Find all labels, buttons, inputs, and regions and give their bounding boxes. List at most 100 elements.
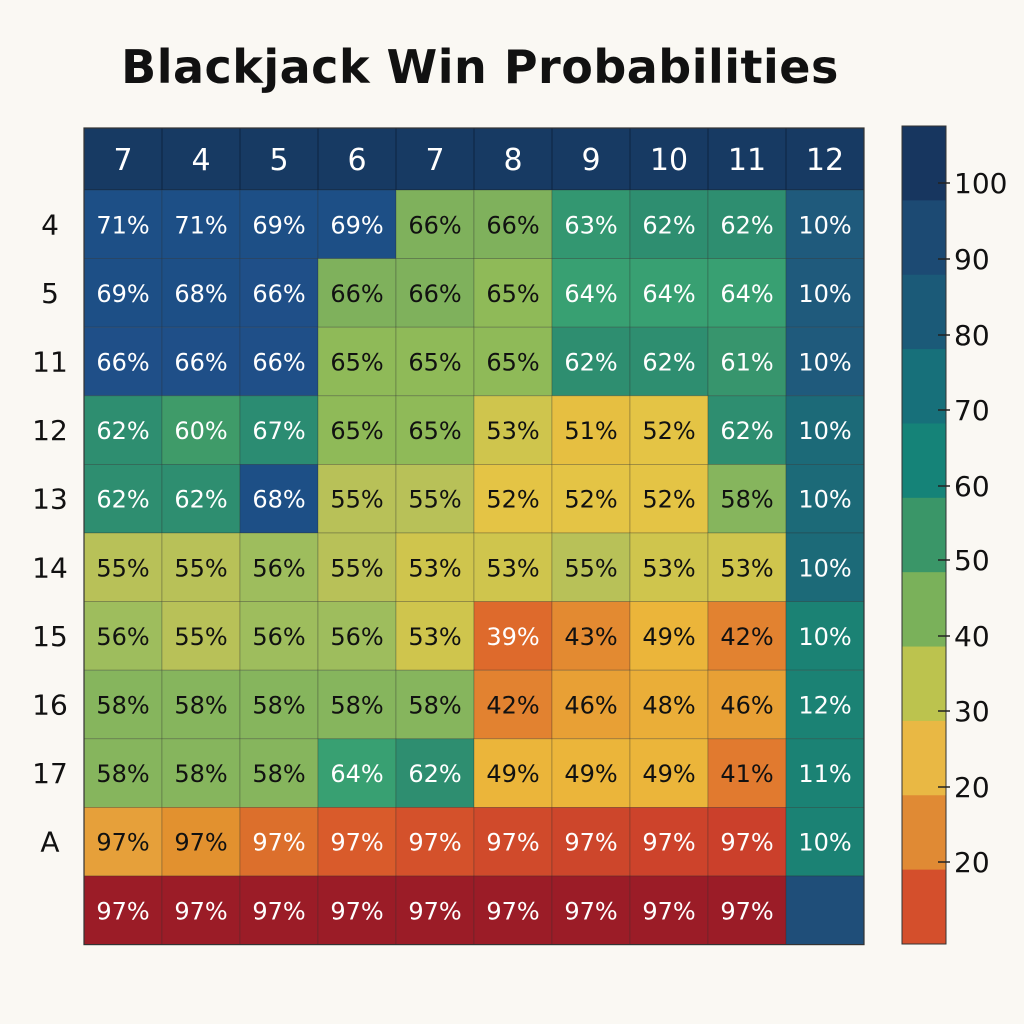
colorbar-tick-label: 90 [954,243,990,276]
cell-value-label: 58% [252,760,305,788]
heatmap-cell [239,395,319,465]
cell-value-label: 42% [720,623,773,651]
cell-value-label: 56% [252,623,305,651]
cell-value-label: 48% [642,692,695,720]
heatmap-cell [161,326,241,397]
cell-value-label: 97% [96,897,149,925]
heatmap-cell [473,601,553,671]
heatmap-cell [161,738,241,808]
row-label: 17 [32,757,68,790]
cell-value-label: 97% [486,897,539,925]
colorbar-tick-label: 50 [954,544,990,577]
cell-value-label: 64% [720,280,773,308]
column-header-layer: 7 4 5 6 7 8 9 10 11 12 [83,127,865,191]
heatmap-cell [785,601,865,671]
heatmap-cell [395,395,475,465]
cell-value-label: 62% [96,417,149,445]
column-header-cell [395,127,475,191]
cell-value-label: 69% [96,280,149,308]
cell-value-label: 52% [564,486,617,514]
cell-value-label: 53% [486,554,539,582]
cell-value-label: 41% [720,760,773,788]
heatmap-cell [785,395,865,465]
cell-value-label: 49% [642,760,695,788]
heatmap-cell [83,326,163,397]
cell-value-label: 68% [252,486,305,514]
colorbar-tick-label: 60 [954,470,990,503]
cell-value-label: 49% [564,760,617,788]
heatmap-cell [317,738,397,808]
cell-value-label: 97% [408,897,461,925]
heatmap-cell [473,738,553,808]
heatmap-cell [473,326,553,397]
heatmap-cell [239,189,319,259]
column-header-label: 12 [806,143,844,178]
cell-value-label: 10% [798,829,851,857]
cell-value-label: 62% [642,349,695,377]
heatmap-cell [317,669,397,740]
colorbar-band [902,274,946,350]
heatmap-cell [551,395,631,465]
column-header-label: 8 [503,143,522,178]
cell-value-label: 97% [720,897,773,925]
heatmap-cell [317,463,397,534]
heatmap-cell [161,395,241,465]
cell-value-label: 11% [798,760,851,788]
heatmap-cell [551,258,631,328]
colorbar-band [902,869,946,945]
heatmap-cell [629,669,709,740]
cell-value-label: 53% [408,554,461,582]
heatmap-cell [785,258,865,328]
heatmap-cell [707,601,787,671]
row-label: 12 [32,414,68,447]
heatmap-cell [239,875,319,945]
heatmap-cell [629,532,709,602]
heatmap-cell [629,189,709,259]
cell-value-label: 58% [252,692,305,720]
column-header-label: 9 [581,143,600,178]
cell-value-label: 97% [330,829,383,857]
colorbar-tick-label: 20 [954,771,990,804]
cell-value-label: 46% [720,692,773,720]
cell-value-label: 58% [174,760,227,788]
heatmap-cell [473,532,553,602]
colorbar-band [902,795,946,871]
heatmap-cell [395,463,475,534]
cell-value-label: 62% [408,760,461,788]
cell-value-label: 56% [96,623,149,651]
cell-value-label: 61% [720,349,773,377]
heatmap-cell [551,807,631,877]
colorbar: 100 90 80 70 60 50 40 30 20 20 [901,125,1007,945]
cell-value-label: 65% [486,349,539,377]
cell-value-label: 97% [252,829,305,857]
row-label: A [40,826,59,859]
heatmap-cell [395,875,475,945]
heatmap-cell [161,807,241,877]
heatmap-cell [551,738,631,808]
cell-value-label: 62% [720,417,773,445]
cell-value-label: 53% [720,554,773,582]
cell-value-label: 39% [486,623,539,651]
heatmap-cell [551,326,631,397]
cell-value-label: 62% [96,486,149,514]
column-header-label: 11 [728,143,766,178]
cell-value-label: 66% [486,211,539,239]
cell-value-label: 66% [330,280,383,308]
cell-value-label: 65% [408,349,461,377]
row-label: 15 [32,620,68,653]
chart-title: Blackjack Win Probabilities [121,40,839,94]
cell-value-label: 56% [252,554,305,582]
column-header-label: 7 [425,143,444,178]
heatmap-cell [317,601,397,671]
heatmap-cell [161,532,241,602]
cell-value-label: 66% [408,211,461,239]
colorbar-band [902,423,946,499]
cell-value-label: 97% [486,829,539,857]
cell-value-label: 53% [642,554,695,582]
cell-value-label: 62% [720,211,773,239]
cell-value-label: 64% [642,280,695,308]
colorbar-band [902,126,946,201]
cell-value-label: 65% [486,280,539,308]
column-header-label: 6 [347,143,366,178]
cell-value-label: 62% [174,486,227,514]
